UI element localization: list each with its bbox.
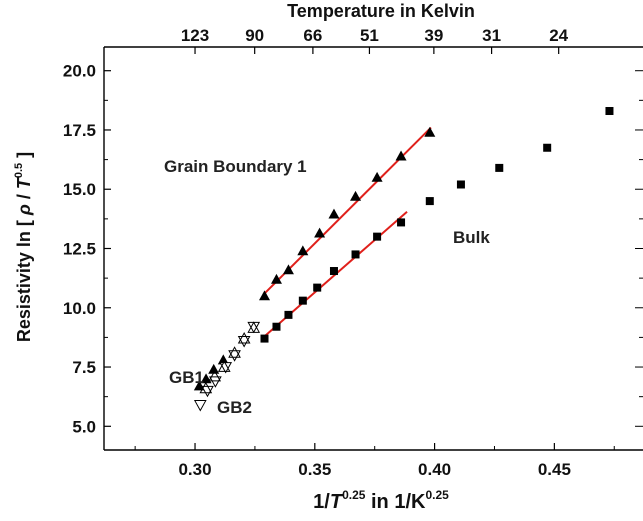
y-tick-label: 5.0 (72, 417, 96, 436)
triangle-up-marker (259, 290, 271, 301)
y-title-exp: 0.5 (13, 163, 25, 178)
triangle-up-marker (193, 380, 205, 391)
triangle-down-marker (247, 321, 261, 334)
square-marker (373, 232, 382, 241)
square-marker (397, 218, 406, 227)
top-tick-label: 24 (549, 26, 568, 45)
square-marker (605, 107, 614, 116)
data-points (193, 107, 614, 412)
annotations: Grain Boundary 1 Bulk GB1 GB2 (164, 157, 490, 417)
square-marker (329, 267, 338, 276)
triangle-up-marker (297, 245, 309, 256)
tick-labels: 0.30 0.35 0.40 0.45 5.0 7.5 10.0 12.5 15.0 17.5 20… (63, 26, 571, 479)
y-title-T: T (14, 176, 34, 189)
x-title-part: 1/ (313, 491, 330, 513)
triangle-up-open-marker (247, 321, 261, 333)
triangle-up-open-marker (237, 332, 251, 344)
triangle-up-marker (350, 190, 362, 201)
triangle-down-marker (237, 336, 251, 348)
y-tick-label: 10.0 (63, 299, 96, 318)
y-title-suffix: ] (14, 152, 34, 163)
triangle-up-open-marker (217, 360, 231, 372)
x-title-exp2: 0.25 (425, 488, 449, 502)
triangle-up-marker (270, 273, 282, 284)
x-tick-label: 0.35 (298, 460, 331, 479)
triangle-up-marker (395, 150, 407, 161)
square-marker (298, 296, 307, 305)
square-marker (260, 334, 269, 343)
x-title-mid: in 1/K (365, 491, 426, 513)
plot-frame (103, 46, 643, 451)
annotation-bulk: Bulk (453, 228, 490, 247)
axis-ticks (104, 47, 643, 450)
triangle-down-marker (201, 385, 214, 398)
triangle-up-marker (314, 227, 326, 238)
y-title-rho: ρ (14, 204, 34, 216)
triangle-down-marker (228, 350, 241, 362)
triangle-up-marker (208, 363, 220, 374)
y-tick-label: 17.5 (63, 121, 96, 140)
square-marker (543, 143, 552, 152)
triangle-down-marker (193, 400, 207, 412)
triangle-down-marker (219, 362, 233, 374)
top-tick-label: 51 (360, 26, 379, 45)
top-tick-label: 66 (303, 26, 322, 45)
square-marker (284, 310, 293, 319)
top-tick-label: 39 (424, 26, 443, 45)
triangle-up-marker (217, 354, 229, 365)
triangle-up-marker (424, 126, 436, 137)
square-marker (272, 322, 281, 331)
triangle-down-marker (209, 376, 222, 388)
x-tick-label: 0.30 (178, 460, 211, 479)
triangle-up-open-marker (228, 346, 241, 358)
top-tick-label: 31 (482, 26, 501, 45)
square-marker (313, 283, 322, 292)
triangle-up-marker (282, 264, 294, 275)
square-marker (495, 163, 504, 172)
x-title-var: T (330, 491, 344, 513)
square-marker (351, 250, 360, 259)
top-axis-title: Temperature in Kelvin (287, 1, 475, 21)
square-marker (425, 197, 434, 206)
triangle-up-marker (371, 171, 383, 182)
y-axis-title: Resistivity ln [ ρ / T0.5 ] (13, 152, 34, 342)
triangle-up-marker (328, 208, 340, 219)
y-tick-label: 7.5 (72, 358, 96, 377)
x-tick-label: 0.45 (538, 460, 571, 479)
top-tick-label: 123 (181, 26, 209, 45)
y-tick-label: 12.5 (63, 240, 96, 259)
square-marker (456, 180, 465, 189)
y-title-slash: / (14, 189, 34, 204)
annotation-gb2: GB2 (217, 398, 252, 417)
triangle-up-open-marker (199, 381, 213, 394)
annotation-gb1: GB1 (169, 368, 204, 387)
x-tick-label: 0.40 (418, 460, 451, 479)
annotation-grain-boundary: Grain Boundary 1 (164, 157, 307, 176)
y-tick-label: 20.0 (63, 62, 96, 81)
x-axis-title: 1/T0.25 in 1/K0.25 (313, 488, 449, 513)
triangle-up-open-marker (208, 369, 222, 382)
x-title-exp: 0.25 (342, 488, 366, 502)
y-title-prefix: Resistivity ln [ (14, 215, 34, 342)
y-tick-label: 15.0 (63, 180, 96, 199)
top-tick-label: 90 (245, 26, 264, 45)
